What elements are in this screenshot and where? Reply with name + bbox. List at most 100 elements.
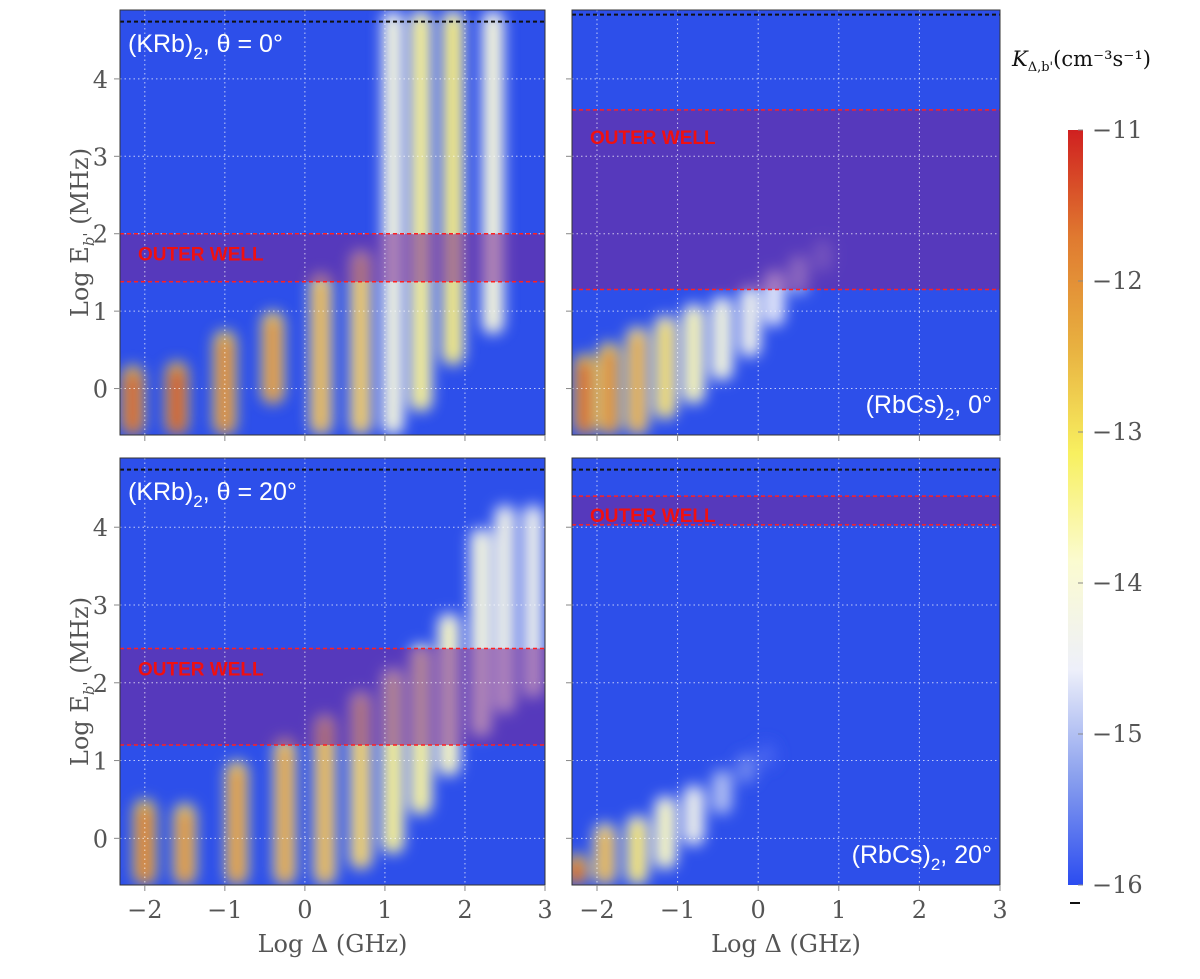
x-tick-label: −1 <box>660 896 695 924</box>
feature-core <box>658 801 673 868</box>
colorbar-gradient <box>1068 130 1083 885</box>
feature-core <box>658 321 673 418</box>
x-tick-label: 1 <box>377 896 392 924</box>
feature-core <box>169 367 184 433</box>
y-tick-label: 4 <box>93 514 108 542</box>
x-tick-label: −1 <box>207 896 242 924</box>
plot-background <box>120 10 545 435</box>
feature-core <box>413 16 429 410</box>
colorbar-title-sub: Δ,b' <box>1028 60 1053 75</box>
colorbar-tick-label: −16 <box>1092 871 1143 899</box>
panel-label: (KRb)2, θ = 20° <box>128 478 297 511</box>
y-tick-label: 2 <box>93 221 108 249</box>
panel-rbcs-0: OUTER WELL (RbCs)2, 0° <box>566 9 1001 441</box>
colorbar-title-unit: (cm⁻³s⁻¹) <box>1053 47 1151 71</box>
panel-label: (RbCs)2, 0° <box>866 391 992 424</box>
colorbar-title-main: K <box>1011 47 1029 71</box>
feature-core <box>714 774 730 813</box>
y-tick-label: 4 <box>93 66 108 94</box>
panel-label: (KRb)2, θ = 0° <box>128 30 283 63</box>
panel-label-subscript: 2 <box>945 405 954 424</box>
feature-core <box>714 301 730 379</box>
panel-label: (RbCs)2, 20° <box>852 841 992 874</box>
colorbar: KΔ,b'(cm⁻³s⁻¹) −11 −12 −13 −14 −15 −16 <box>1011 47 1151 904</box>
feature-core <box>759 747 774 767</box>
plot-frame <box>571 9 1001 436</box>
x-tick-label: 0 <box>297 896 312 924</box>
x-tick-label: 2 <box>912 896 927 924</box>
outer-well-band <box>120 648 545 745</box>
heatmap <box>572 10 1000 435</box>
panel-krb-0: OUTER WELL (KRb)2, θ = 0° 0 1 2 3 4 Log Eb' (MH… <box>66 9 546 441</box>
y-axis-label-prefix: Log E <box>66 246 94 317</box>
feature-core <box>277 743 293 883</box>
feature-core <box>597 828 613 883</box>
outer-well-band <box>572 109 1000 290</box>
feature-core <box>313 278 329 433</box>
outer-well-label: OUTER WELL <box>138 245 264 266</box>
feature-core <box>577 359 593 433</box>
feature-core <box>742 290 758 356</box>
feature-core <box>572 859 585 883</box>
y-tick-label: 0 <box>93 825 108 853</box>
y-axis-label-sub: b' <box>80 681 98 695</box>
y-tick-label: 2 <box>93 670 108 698</box>
plot-frame <box>119 9 546 436</box>
colorbar-tick-label: −15 <box>1092 720 1143 748</box>
x-axis-label: Log Δ (GHz) <box>258 930 408 958</box>
plot-frame <box>571 457 1001 886</box>
feature-core <box>137 805 152 883</box>
feature-core <box>630 821 645 883</box>
panel-label-subscript: 2 <box>193 44 202 63</box>
panel-label-subscript: 2 <box>193 492 202 511</box>
x-tick-label: 3 <box>537 896 552 924</box>
resonance-features <box>572 741 778 885</box>
y-axis-label: Log Eb' (MHz) <box>66 148 98 317</box>
outer-well-label: OUTER WELL <box>138 660 264 681</box>
y-axis-label-prefix: Log E <box>66 695 94 766</box>
x-axis-label: Log Δ (GHz) <box>711 930 861 958</box>
panel-label-rest: , 20° <box>940 841 992 869</box>
feature-core <box>601 348 617 433</box>
x-tick-label: −2 <box>579 896 614 924</box>
outer-well-band <box>120 233 545 282</box>
plot-background <box>572 458 1000 885</box>
y-tick-label: 3 <box>93 143 108 171</box>
outer-well-band <box>572 496 1000 525</box>
colorbar-title: KΔ,b'(cm⁻³s⁻¹) <box>1011 47 1151 75</box>
y-tick-label: 3 <box>93 592 108 620</box>
panel-label-rest: , θ = 20° <box>203 478 297 506</box>
panel-label-rest: , θ = 0° <box>203 30 283 58</box>
colorbar-tick-label: −12 <box>1092 267 1143 295</box>
feature-core <box>738 758 754 782</box>
x-tick-label: 2 <box>457 896 472 924</box>
y-tick-label: 1 <box>93 298 108 326</box>
colorbar-tick-label: −14 <box>1092 569 1143 597</box>
y-tick-label: 1 <box>93 748 108 776</box>
heatmap <box>120 10 545 435</box>
panel-label-molecule: (RbCs) <box>852 841 931 869</box>
panel-label-molecule: (KRb) <box>128 478 193 506</box>
heatmap <box>572 458 1000 885</box>
x-tick-label: 3 <box>992 896 1007 924</box>
feature-core <box>265 317 281 403</box>
y-axis-label-suffix: (MHz) <box>66 148 94 233</box>
feature-core <box>485 16 501 333</box>
panel-label-molecule: (RbCs) <box>866 391 945 419</box>
feature-core <box>125 371 140 433</box>
panel-krb-20: OUTER WELL(KRb)2, θ = 20°−2 −1 0 1 2 301234Lo… <box>66 457 553 958</box>
panel-label-rest: , 0° <box>954 391 992 419</box>
x-tick-label: 1 <box>831 896 846 924</box>
outer-well-label: OUTER WELL <box>590 128 716 149</box>
feature-core <box>630 332 645 433</box>
y-axis-label-suffix: (MHz) <box>66 597 94 682</box>
y-tick-label: 0 <box>93 376 108 404</box>
x-tick-label: 0 <box>751 896 766 924</box>
feature-core <box>686 309 701 403</box>
feature-core <box>177 809 193 883</box>
panel-label-subscript: 2 <box>931 855 940 874</box>
y-axis-label: Log Eb' (MHz) <box>66 597 98 766</box>
colorbar-tick-label: −11 <box>1092 116 1143 144</box>
